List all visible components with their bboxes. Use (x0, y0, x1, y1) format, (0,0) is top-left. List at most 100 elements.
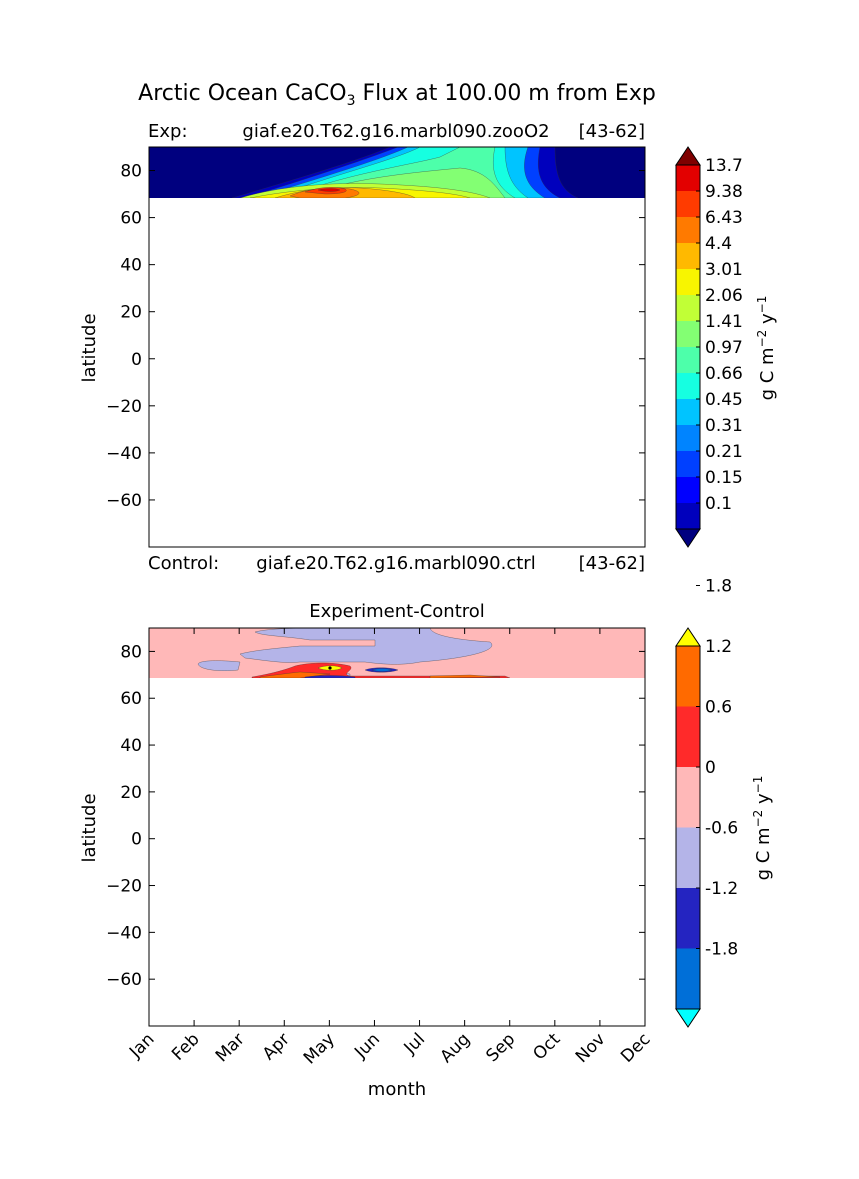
diff-contour-field (149, 628, 645, 678)
y-tick-label: 0 (131, 350, 142, 370)
contour-band (317, 188, 341, 192)
month-tick-label: May (300, 1029, 339, 1068)
month-tick-label: Nov (572, 1029, 610, 1067)
colorbar-level-label: 6.43 (705, 208, 743, 228)
month-tick-label: Sep (482, 1029, 519, 1066)
y-tick-label: −20 (106, 877, 142, 897)
colorbar-swatch (676, 425, 700, 451)
colorbar-extend-max (675, 146, 701, 166)
colorbar-swatch (676, 269, 700, 295)
exp-label: Exp: (148, 121, 188, 142)
colorbar-swatch (676, 295, 700, 321)
colorbar-swatch (676, 217, 700, 243)
exp-years: [43-62] (579, 121, 645, 142)
month-tick-label: Oct (529, 1029, 564, 1064)
bottom-x-axis: Jan Feb Mar Apr May Jun Jul Aug Sep Oct Nov Dec (125, 628, 655, 1068)
month-tick-label: Apr (259, 1029, 294, 1064)
bottom-x-axis-label: month (368, 1079, 426, 1100)
colorbar-level-label: 1.8 (705, 577, 732, 597)
colorbar-swatch (676, 827, 700, 888)
month-tick-label: Feb (168, 1029, 203, 1064)
exp-colorbar-unit: g C m−2 y−1 (755, 296, 778, 401)
colorbar-level-label: 4.4 (705, 234, 732, 254)
month-tick-label: Jul (400, 1029, 429, 1058)
y-tick-label: 20 (120, 783, 142, 803)
y-tick-label: −60 (106, 491, 142, 511)
contour-band (304, 675, 356, 678)
top-y-axis-label: latitude (79, 313, 100, 382)
colorbar-level-label: -1.2 (705, 879, 738, 899)
colorbar-level-label: 0 (705, 758, 716, 778)
contour-band (429, 674, 501, 678)
diff-subtitle: Experiment-Control (309, 601, 485, 622)
y-tick-label: 60 (120, 209, 142, 229)
y-tick-label: 40 (120, 256, 142, 276)
exp-contour-field (149, 147, 645, 198)
diff-colorbar-unit: g C m−2 y−1 (751, 776, 774, 881)
colorbar-swatch (676, 451, 700, 477)
y-tick-label: 0 (131, 830, 142, 850)
colorbar-swatch (676, 321, 700, 347)
month-tick-label: Aug (437, 1029, 475, 1067)
colorbar-level-label: 9.38 (705, 182, 743, 202)
y-tick-label: −40 (106, 444, 142, 464)
colorbar-swatch (676, 646, 700, 707)
y-tick-label: 20 (120, 303, 142, 323)
colorbar-level-label: 0.45 (705, 390, 743, 410)
month-tick-label: Jan (125, 1029, 158, 1062)
month-tick-label: Mar (212, 1029, 249, 1066)
exp-colorbar: 0.1 0.15 0.21 0.31 0.45 0.66 0.97 1.41 2.06 3.01 4… (675, 146, 743, 548)
colorbar-swatch (676, 888, 700, 949)
bottom-plot-frame (148, 627, 646, 1027)
diff-colorbar: -1.8 -1.2 -0.6 0 0.6 1.2 1.8 (675, 577, 738, 1028)
control-label: Control: (148, 553, 219, 574)
colorbar-level-label: 0.1 (705, 494, 732, 514)
colorbar-level-label: 0.31 (705, 416, 743, 436)
colorbar-level-label: 0.21 (705, 442, 743, 462)
y-tick-label: 40 (120, 736, 142, 756)
colorbar-swatch (676, 399, 700, 425)
colorbar-level-label: -1.8 (705, 940, 738, 960)
y-tick-label: 60 (120, 689, 142, 709)
y-tick-label: 80 (120, 642, 142, 662)
contour-band (239, 628, 493, 665)
colorbar-level-label: 0.6 (705, 698, 732, 718)
contour-band (197, 660, 241, 671)
colorbar-level-label: 3.01 (705, 260, 743, 280)
y-tick-label: −60 (106, 970, 142, 990)
y-tick-label: −20 (106, 397, 142, 417)
colorbar-swatch (676, 706, 700, 767)
colorbar-level-label: 1.2 (705, 637, 732, 657)
figure-title: Arctic Ocean CaCO3 Flux at 100.00 m from… (138, 81, 656, 109)
exp-case-name: giaf.e20.T62.g16.marbl090.zooO2 (242, 121, 549, 142)
contour-point-max (328, 666, 332, 670)
month-tick-label: Dec (617, 1029, 654, 1066)
colorbar-swatch (676, 347, 700, 373)
colorbar-extend-max (675, 627, 701, 647)
colorbar-swatch (676, 477, 700, 503)
colorbar-level-label: 13.7 (705, 156, 743, 176)
contour-band (371, 668, 393, 672)
colorbar-level-label: -0.6 (705, 819, 738, 839)
top-plot-frame (148, 146, 646, 548)
colorbar-swatch (676, 243, 700, 269)
month-tick-label: Jun (350, 1029, 384, 1063)
colorbar-swatch (676, 948, 700, 1009)
colorbar-swatch (676, 503, 700, 529)
colorbar-extend-min (675, 528, 701, 548)
y-tick-label: 80 (120, 162, 142, 182)
bottom-y-axis-label: latitude (79, 793, 100, 862)
bottom-y-axis: 80 60 40 20 0 −20 −40 −60 (106, 642, 645, 990)
colorbar-extend-min (675, 1008, 701, 1028)
colorbar-level-label: 0.15 (705, 468, 743, 488)
colorbar-level-label: 0.97 (705, 338, 743, 358)
colorbar-level-label: 2.06 (705, 286, 743, 306)
colorbar-swatch (676, 165, 700, 191)
colorbar-swatch (676, 373, 700, 399)
colorbar-swatch (676, 767, 700, 828)
y-tick-label: −40 (106, 923, 142, 943)
colorbar-swatch (676, 191, 700, 217)
colorbar-level-label: 1.41 (705, 312, 743, 332)
colorbar-level-label: 0.66 (705, 364, 743, 384)
